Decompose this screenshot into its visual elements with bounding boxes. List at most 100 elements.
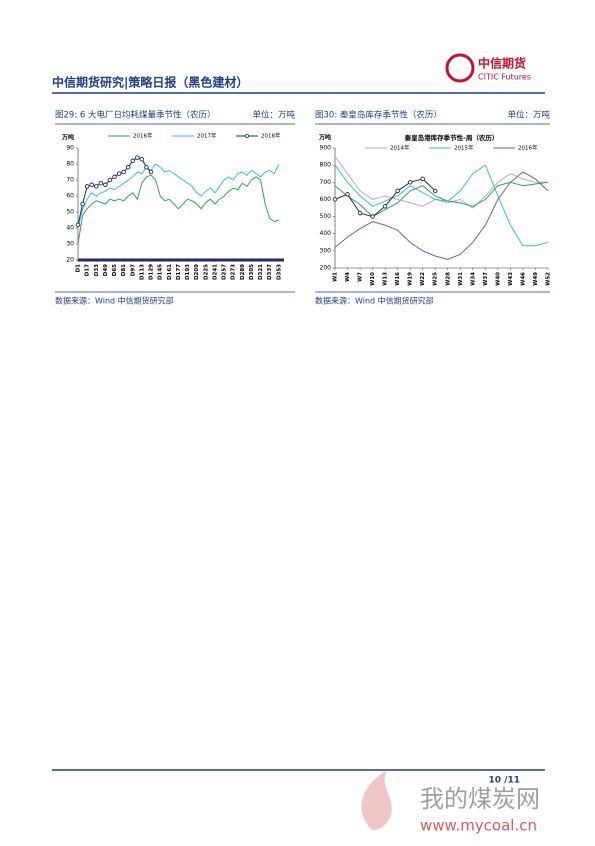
series-marker bbox=[432, 188, 438, 194]
figure-source: 数据来源：Wind 中信期货研究部 bbox=[55, 296, 174, 306]
series-marker bbox=[103, 182, 108, 188]
x-tick-label: D33 bbox=[94, 264, 100, 276]
y-axis-label: 万吨 bbox=[61, 134, 74, 142]
y-tick-label: 50 bbox=[66, 209, 74, 216]
x-tick-label: D129 bbox=[149, 264, 155, 280]
y-tick-label: 400 bbox=[320, 230, 332, 237]
x-tick-label: D65 bbox=[112, 264, 118, 276]
watermark-icon bbox=[361, 770, 392, 830]
logo-en: CITIC Futures bbox=[478, 73, 531, 82]
series-marker bbox=[395, 188, 400, 194]
x-tick-label: W10 bbox=[370, 272, 376, 286]
header-title: 中信期货研究|策略日报（黑色建材） bbox=[52, 75, 248, 90]
series-marker bbox=[357, 210, 363, 216]
x-tick-label: D113 bbox=[139, 264, 145, 280]
logo-cn: 中信期货 bbox=[478, 56, 526, 71]
series-marker bbox=[125, 164, 131, 170]
x-tick-label: W1 bbox=[333, 272, 339, 282]
series-line bbox=[334, 181, 549, 218]
series-marker bbox=[80, 201, 85, 207]
y-axis-label: 万吨 bbox=[318, 134, 331, 142]
x-tick-label: W37 bbox=[483, 272, 489, 286]
y-tick-label: 70 bbox=[66, 177, 74, 184]
x-tick-label: W13 bbox=[383, 272, 389, 286]
series-line bbox=[77, 163, 280, 229]
series-marker bbox=[98, 180, 104, 186]
x-tick-label: D161 bbox=[167, 264, 173, 280]
x-tick-label: D177 bbox=[176, 264, 182, 280]
logo-icon bbox=[445, 53, 475, 83]
x-tick-label: W46 bbox=[520, 272, 526, 286]
figure-source: 数据来源：Wind 中信期货研究部 bbox=[315, 296, 434, 306]
x-tick-label: D1 bbox=[76, 264, 82, 273]
x-tick-label: D305 bbox=[249, 264, 255, 280]
series-marker bbox=[121, 169, 126, 175]
x-tick-label: W43 bbox=[508, 272, 514, 286]
series-marker bbox=[89, 182, 94, 188]
series-marker bbox=[148, 169, 154, 175]
x-tick-label: W28 bbox=[445, 272, 451, 286]
watermark-name: 我的煤炭网 bbox=[420, 785, 540, 813]
figure-unit: 单位：万吨 bbox=[252, 110, 295, 121]
series-marker bbox=[84, 184, 90, 189]
series-marker bbox=[94, 184, 99, 189]
y-tick-label: 60 bbox=[66, 193, 74, 200]
series-marker bbox=[130, 158, 136, 164]
figure-caption: 图30: 秦皇岛库存季节性（农历） bbox=[315, 110, 442, 121]
series-marker bbox=[139, 156, 145, 162]
page-number: 10 /11 bbox=[489, 776, 520, 786]
y-tick-label: 40 bbox=[66, 225, 74, 232]
y-tick-label: 20 bbox=[66, 257, 74, 264]
series-line bbox=[334, 171, 549, 260]
x-tick-label: D241 bbox=[212, 264, 218, 280]
x-tick-label: D81 bbox=[121, 264, 127, 276]
x-tick-label: W4 bbox=[345, 272, 351, 282]
series-line bbox=[334, 164, 549, 247]
series-marker bbox=[116, 171, 122, 176]
x-tick-label: W25 bbox=[433, 272, 439, 286]
figure-caption: 图29: 6 大电厂日均耗煤量季节性（农历） bbox=[55, 110, 216, 121]
x-tick-label: D273 bbox=[231, 264, 237, 280]
x-tick-label: W49 bbox=[533, 272, 539, 286]
y-tick-label: 700 bbox=[320, 179, 332, 186]
y-tick-label: 600 bbox=[320, 196, 332, 203]
x-tick-label: W19 bbox=[408, 272, 414, 286]
x-tick-label: D321 bbox=[258, 264, 264, 280]
x-tick-label: D97 bbox=[130, 264, 136, 276]
y-tick-label: 30 bbox=[66, 241, 74, 248]
legend-label: 2017年 bbox=[197, 132, 217, 140]
x-tick-label: D49 bbox=[103, 264, 109, 276]
legend-label: 2016年 bbox=[518, 144, 538, 152]
y-tick-label: 900 bbox=[320, 145, 332, 152]
series-marker bbox=[345, 192, 350, 197]
x-tick-label: D209 bbox=[194, 264, 200, 280]
x-tick-label: D17 bbox=[85, 264, 91, 276]
legend-label: 2018年 bbox=[261, 132, 281, 140]
legend-label: 2014年 bbox=[390, 144, 410, 152]
series-marker bbox=[332, 197, 338, 202]
y-tick-label: 500 bbox=[320, 213, 332, 220]
series-marker bbox=[144, 164, 149, 170]
series-line bbox=[77, 174, 280, 245]
series-marker bbox=[75, 222, 81, 228]
legend-label: 2016年 bbox=[133, 132, 153, 140]
x-tick-label: D289 bbox=[240, 264, 246, 280]
x-tick-label: W7 bbox=[358, 272, 364, 282]
chart-subtitle: 秦皇岛港库存季节性-周（农历） bbox=[404, 133, 499, 142]
x-tick-label: D193 bbox=[185, 264, 191, 280]
watermark-url: www.mycoal.cn bbox=[420, 817, 537, 835]
legend-marker bbox=[244, 133, 249, 138]
x-tick-label: D145 bbox=[158, 264, 164, 280]
x-tick-label: W22 bbox=[420, 272, 426, 286]
x-tick-label: D337 bbox=[267, 264, 273, 280]
series-marker bbox=[407, 180, 413, 185]
x-tick-label: D225 bbox=[203, 264, 209, 280]
y-tick-label: 800 bbox=[320, 162, 332, 169]
series-marker bbox=[420, 176, 425, 182]
x-tick-label: W40 bbox=[495, 272, 501, 286]
y-tick-label: 200 bbox=[320, 265, 332, 272]
series-marker bbox=[107, 177, 113, 183]
legend-label: 2015年 bbox=[454, 144, 474, 152]
series-marker bbox=[135, 155, 140, 160]
